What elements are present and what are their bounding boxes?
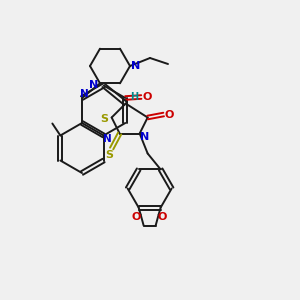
Text: H: H	[130, 92, 139, 101]
Text: N: N	[131, 61, 141, 71]
Text: O: O	[142, 92, 152, 102]
Text: O: O	[158, 212, 167, 222]
Text: N: N	[89, 80, 99, 90]
Text: N: N	[140, 131, 149, 142]
Text: O: O	[132, 212, 141, 222]
Text: N: N	[103, 134, 112, 143]
Text: S: S	[101, 113, 109, 124]
Text: O: O	[165, 110, 174, 119]
Text: S: S	[106, 151, 114, 160]
Text: N: N	[80, 89, 88, 99]
